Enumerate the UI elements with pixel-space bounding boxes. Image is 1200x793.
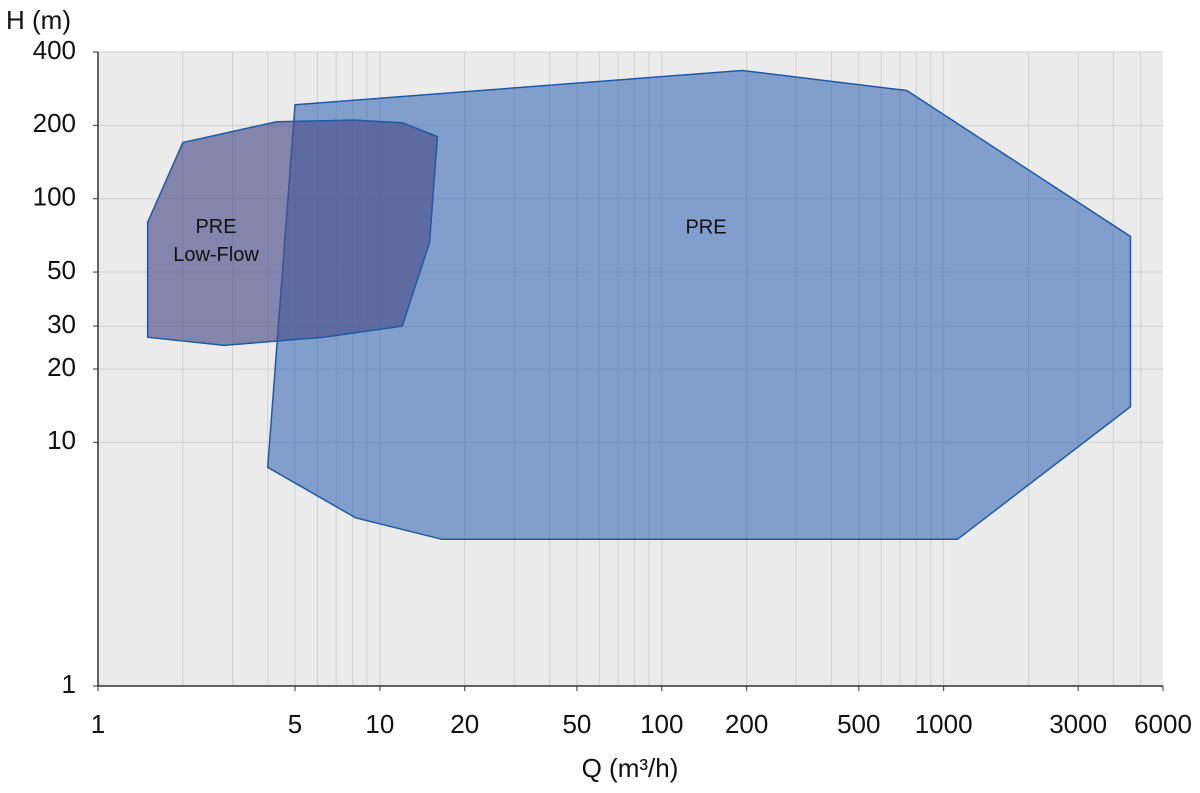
areas [146, 69, 1132, 541]
x-tick-label: 10 [365, 709, 394, 739]
y-tick-label: 50 [47, 255, 76, 285]
y-tick-label: 100 [33, 182, 76, 212]
x-tick-label: 100 [640, 709, 683, 739]
x-axis-title: Q (m³/h) [582, 753, 679, 783]
x-tick-label: 1000 [915, 709, 973, 739]
x-tick-label: 500 [837, 709, 880, 739]
x-tick-label: 5 [288, 709, 302, 739]
area [266, 69, 1132, 541]
x-tick-label: 3000 [1049, 709, 1107, 739]
y-tick-label: 200 [33, 108, 76, 138]
x-tick-label: 200 [725, 709, 768, 739]
y-tick-label: 1 [62, 669, 76, 699]
y-tick-label: 10 [47, 425, 76, 455]
labels: 1 5 10 20 50 100 200 500 1000 3000 6000 1 10 20 30 50 10… [33, 35, 1192, 739]
y-tick-label: 20 [47, 352, 76, 382]
x-tick-label: 50 [562, 709, 591, 739]
series-label: PRE Low-Flow [173, 216, 259, 266]
series-label: PRE [685, 216, 726, 238]
area [146, 119, 439, 347]
x-tick-label: 20 [450, 709, 479, 739]
y-tick-label: 400 [33, 35, 76, 65]
x-tick-label: 6000 [1134, 709, 1192, 739]
y-tick-label: 30 [47, 309, 76, 339]
x-tick-label: 1 [91, 709, 105, 739]
y-axis-title: H (m) [6, 5, 71, 35]
